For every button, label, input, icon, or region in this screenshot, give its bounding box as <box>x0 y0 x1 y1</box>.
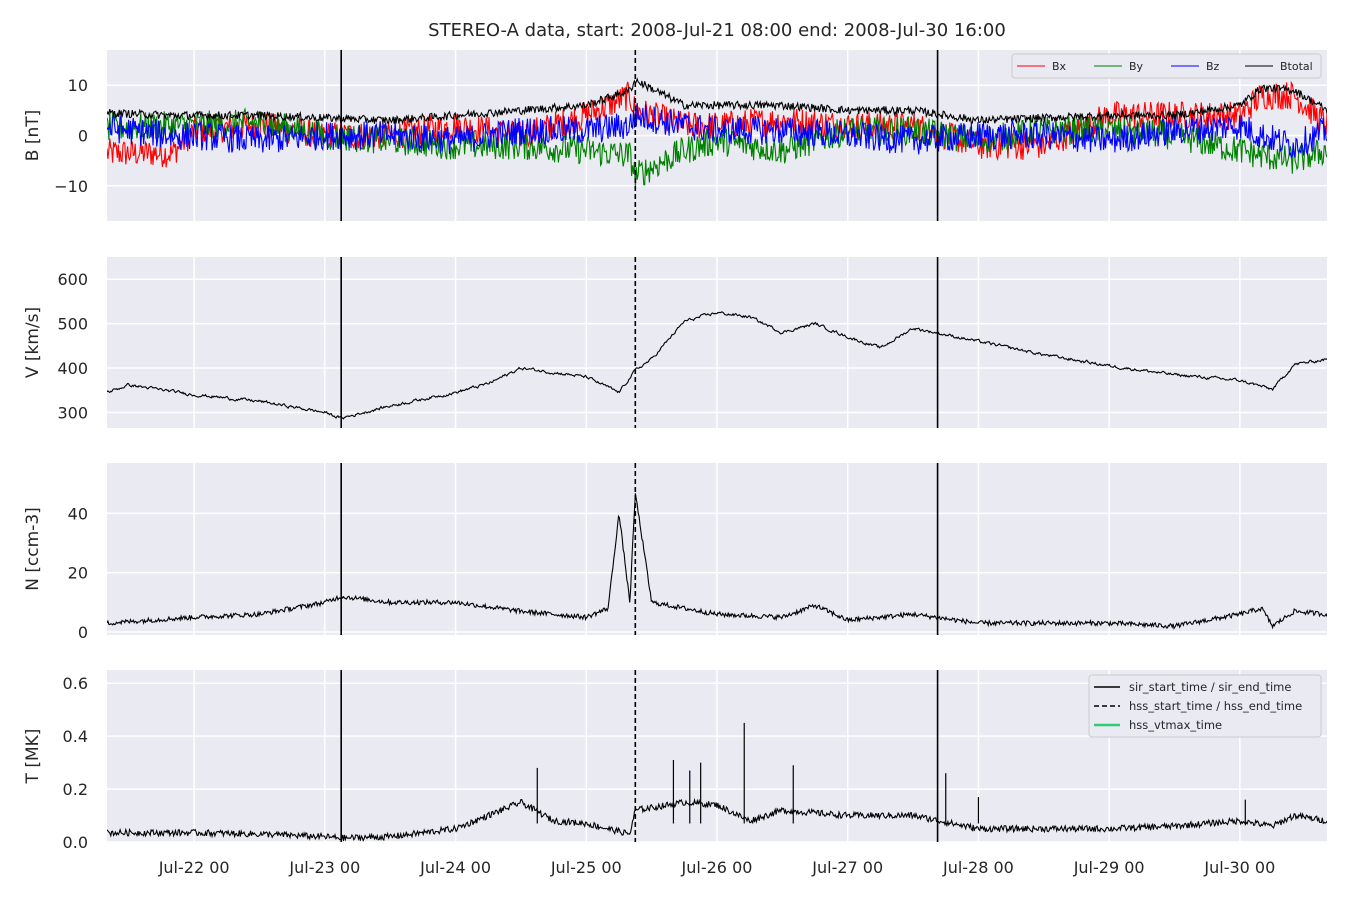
legend-label-bx: Bx <box>1052 60 1067 73</box>
x-tick-label: Jul-28 00 <box>942 858 1014 877</box>
y-tick-label: 40 <box>68 504 88 523</box>
series-bz <box>107 102 1327 159</box>
plot-area <box>107 77 1327 188</box>
y-tick-label: 400 <box>57 359 88 378</box>
x-tick-label: Jul-26 00 <box>681 858 753 877</box>
plot-area <box>107 493 1327 630</box>
y-axis-label: T [MK] <box>23 729 43 785</box>
y-tick-label: 0 <box>78 127 88 146</box>
series-line <box>107 493 1327 630</box>
y-tick-label: 600 <box>57 270 88 289</box>
y-tick-label: 0.0 <box>63 833 88 852</box>
panel-2: 300 400 500 600 V [km/s] <box>23 257 1327 428</box>
legend-label-bz: Bz <box>1206 60 1220 73</box>
x-tick-label: Jul-27 00 <box>811 858 883 877</box>
legend-label-vtmax: hss_vtmax_time <box>1129 718 1222 732</box>
y-axis-label: B [nT] <box>23 110 43 162</box>
legend-label-by: By <box>1129 60 1144 73</box>
y-tick-label: 300 <box>57 403 88 422</box>
panel-3: 0 20 40 N [ccm-3] <box>23 463 1327 642</box>
panel-4: 0.0 0.2 0.4 0.6 T [MK] sir_start_time / sir_e… <box>23 670 1327 852</box>
legend-label-btotal: Btotal <box>1280 60 1313 73</box>
y-tick-label: 20 <box>68 564 88 583</box>
x-tick-label: Jul-29 00 <box>1073 858 1145 877</box>
series-line <box>107 311 1327 420</box>
legend-label-hss: hss_start_time / hss_end_time <box>1129 699 1302 713</box>
x-tick-label: Jul-25 00 <box>550 858 622 877</box>
legend-box <box>1088 674 1322 738</box>
y-axis-label: V [km/s] <box>23 307 43 378</box>
series-btotal <box>107 77 1327 126</box>
x-tick-label: Jul-24 00 <box>419 858 491 877</box>
x-tick-label: Jul-23 00 <box>288 858 360 877</box>
y-tick-label: 0.6 <box>63 674 88 693</box>
y-tick-label: 0.4 <box>63 727 88 746</box>
event-legend: sir_start_time / sir_end_time hss_start_t… <box>1088 674 1322 738</box>
magnetic-field-legend: Bx By Bz Btotal <box>1011 53 1322 79</box>
y-tick-label: 0.2 <box>63 780 88 799</box>
plot-area <box>107 311 1327 420</box>
legend-box <box>1011 53 1322 79</box>
plot-area <box>107 722 1327 842</box>
legend-label-sir: sir_start_time / sir_end_time <box>1129 680 1291 694</box>
panel-1: −10 0 10 B [nT] Bx By Bz Btotal <box>23 50 1327 221</box>
x-tick-label: Jul-22 00 <box>158 858 230 877</box>
chart-title: STEREO-A data, start: 2008-Jul-21 08:00 … <box>428 20 1006 41</box>
y-axis-label: N [ccm-3] <box>23 507 43 591</box>
y-tick-label: 0 <box>78 623 88 642</box>
x-axis: Jul-22 00 Jul-23 00 Jul-24 00 Jul-25 00 Jul-… <box>158 858 1276 877</box>
series-line <box>107 797 1327 842</box>
y-tick-label: 500 <box>57 315 88 334</box>
y-tick-label: 10 <box>68 76 88 95</box>
y-tick-label: −10 <box>54 177 88 196</box>
x-tick-label: Jul-30 00 <box>1203 858 1275 877</box>
